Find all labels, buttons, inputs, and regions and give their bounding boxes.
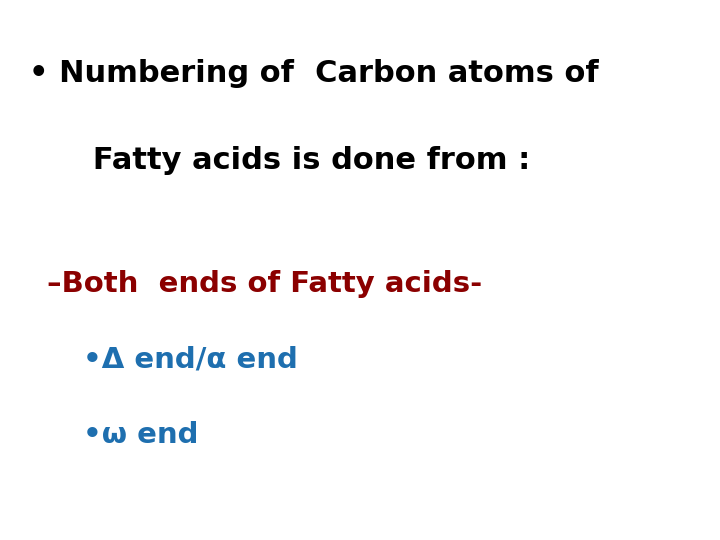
Text: •ω end: •ω end [83,421,198,449]
Text: –Both  ends of Fatty acids-: –Both ends of Fatty acids- [47,270,482,298]
Text: Fatty acids is done from :: Fatty acids is done from : [61,146,531,175]
Text: •Δ end/α end: •Δ end/α end [83,346,297,374]
Text: • Numbering of  Carbon atoms of: • Numbering of Carbon atoms of [29,59,598,89]
